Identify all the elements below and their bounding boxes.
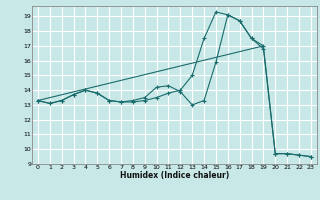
X-axis label: Humidex (Indice chaleur): Humidex (Indice chaleur) xyxy=(120,171,229,180)
